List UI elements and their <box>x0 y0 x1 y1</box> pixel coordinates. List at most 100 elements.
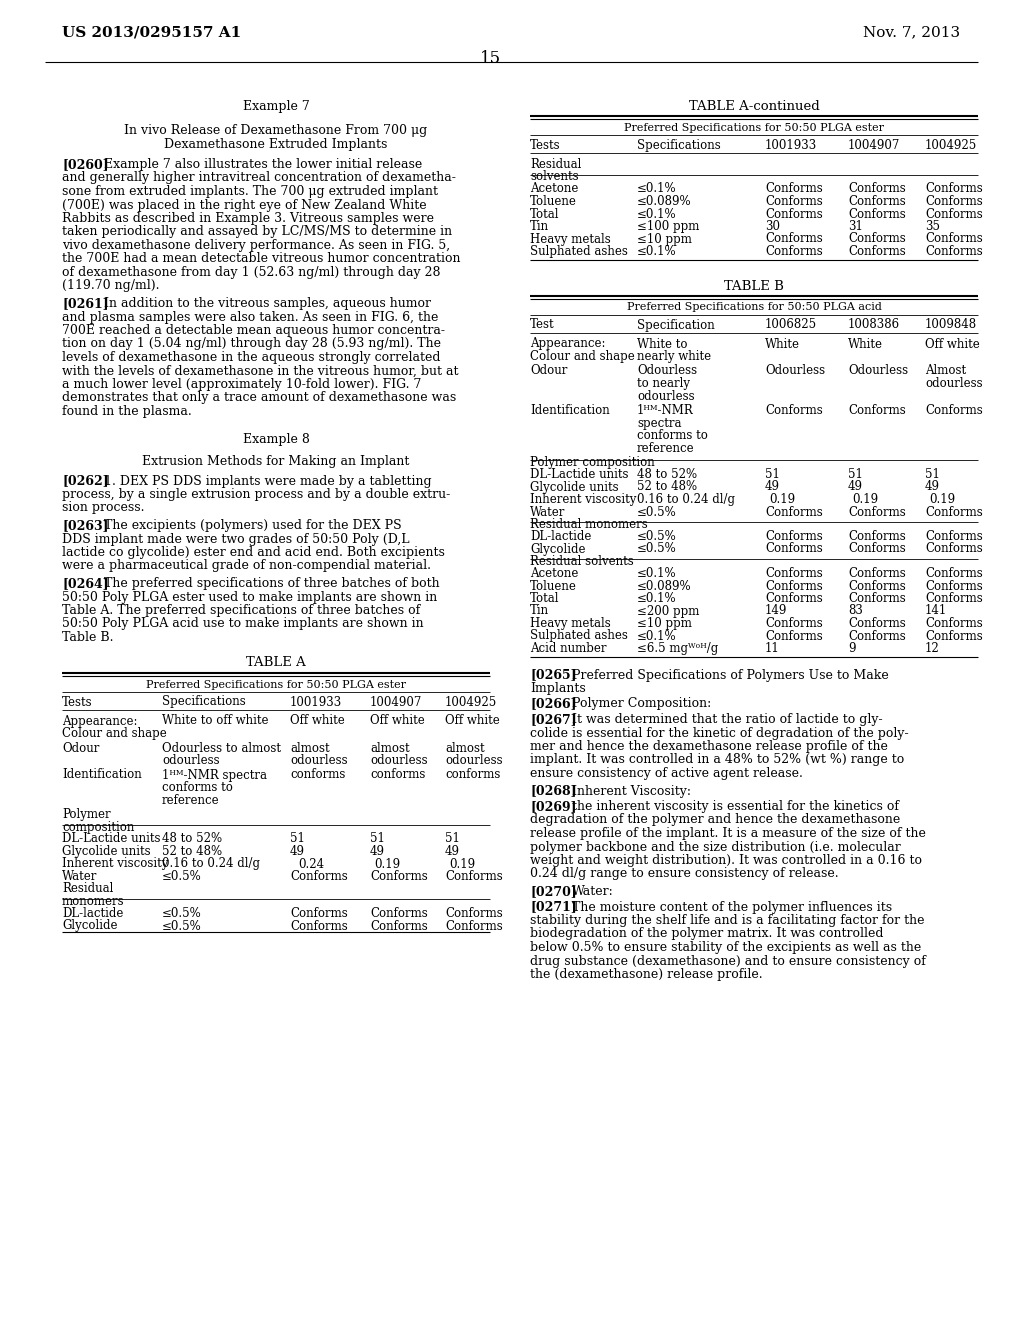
Text: Conforms: Conforms <box>848 630 906 643</box>
Text: Conforms: Conforms <box>370 920 428 932</box>
Text: Conforms: Conforms <box>925 579 983 593</box>
Text: and plasma samples were also taken. As seen in FIG. 6, the: and plasma samples were also taken. As s… <box>62 310 438 323</box>
Text: 1008386: 1008386 <box>848 318 900 331</box>
Text: Conforms: Conforms <box>765 182 822 195</box>
Text: Polymer composition: Polymer composition <box>530 455 654 469</box>
Text: Identification: Identification <box>62 768 141 781</box>
Text: Glycolide units: Glycolide units <box>530 480 618 494</box>
Text: vivo dexamethasone delivery performance. As seen in FIG. 5,: vivo dexamethasone delivery performance.… <box>62 239 451 252</box>
Text: biodegradation of the polymer matrix. It was controlled: biodegradation of the polymer matrix. It… <box>530 928 884 940</box>
Text: 51: 51 <box>765 469 780 480</box>
Text: Conforms: Conforms <box>765 616 822 630</box>
Text: Conforms: Conforms <box>925 195 983 209</box>
Text: The preferred specifications of three batches of both: The preferred specifications of three ba… <box>104 577 439 590</box>
Text: 83: 83 <box>848 605 863 618</box>
Text: odourless: odourless <box>925 378 983 389</box>
Text: tion on day 1 (5.04 ng/ml) through day 28 (5.93 ng/ml). The: tion on day 1 (5.04 ng/ml) through day 2… <box>62 338 441 351</box>
Text: [0263]: [0263] <box>62 519 109 532</box>
Text: Colour and shape: Colour and shape <box>62 727 167 741</box>
Text: Table B.: Table B. <box>62 631 114 644</box>
Text: Inherent Viscosity:: Inherent Viscosity: <box>572 784 691 797</box>
Text: Odourless to almost: Odourless to almost <box>162 742 281 755</box>
Text: ≤0.1%: ≤0.1% <box>637 630 677 643</box>
Text: Conforms: Conforms <box>925 531 983 543</box>
Text: ≤0.1%: ≤0.1% <box>637 568 677 579</box>
Text: taken periodically and assayed by LC/MS/MS to determine in: taken periodically and assayed by LC/MS/… <box>62 226 453 239</box>
Text: DL-lactide: DL-lactide <box>62 907 123 920</box>
Text: 51: 51 <box>370 833 385 846</box>
Text: Conforms: Conforms <box>765 579 822 593</box>
Text: Conforms: Conforms <box>925 232 983 246</box>
Text: 48 to 52%: 48 to 52% <box>637 469 697 480</box>
Text: Off white: Off white <box>370 714 425 727</box>
Text: Conforms: Conforms <box>848 506 906 519</box>
Text: almost: almost <box>370 742 410 755</box>
Text: Conforms: Conforms <box>848 246 906 257</box>
Text: Conforms: Conforms <box>925 207 983 220</box>
Text: ≤0.1%: ≤0.1% <box>637 207 677 220</box>
Text: Odour: Odour <box>530 364 567 378</box>
Text: and generally higher intravitreal concentration of dexametha-: and generally higher intravitreal concen… <box>62 172 456 185</box>
Text: 1ᴴᴹ-NMR spectra: 1ᴴᴹ-NMR spectra <box>162 768 267 781</box>
Text: ≤0.5%: ≤0.5% <box>162 907 202 920</box>
Text: 49: 49 <box>765 480 780 494</box>
Text: Glycolide units: Glycolide units <box>62 845 151 858</box>
Text: White: White <box>765 338 800 351</box>
Text: spectra: spectra <box>637 417 682 429</box>
Text: 49: 49 <box>848 480 863 494</box>
Text: Conforms: Conforms <box>370 870 428 883</box>
Text: Conforms: Conforms <box>848 579 906 593</box>
Text: Inherent viscosity: Inherent viscosity <box>530 492 636 506</box>
Text: Glycolide: Glycolide <box>530 543 586 556</box>
Text: Identification: Identification <box>530 404 609 417</box>
Text: Example 7 also illustrates the lower initial release: Example 7 also illustrates the lower ini… <box>104 158 422 172</box>
Text: Conforms: Conforms <box>848 531 906 543</box>
Text: Conforms: Conforms <box>765 630 822 643</box>
Text: 31: 31 <box>848 220 863 234</box>
Text: 9: 9 <box>848 642 855 655</box>
Text: ≤0.089%: ≤0.089% <box>637 195 691 209</box>
Text: Conforms: Conforms <box>925 591 983 605</box>
Text: 50:50 Poly PLGA ester used to make implants are shown in: 50:50 Poly PLGA ester used to make impla… <box>62 590 437 603</box>
Text: 49: 49 <box>290 845 305 858</box>
Text: almost: almost <box>445 742 484 755</box>
Text: 0.24 dl/g range to ensure consistency of release.: 0.24 dl/g range to ensure consistency of… <box>530 867 839 880</box>
Text: Inherent viscosity: Inherent viscosity <box>62 858 168 870</box>
Text: Conforms: Conforms <box>925 616 983 630</box>
Text: Example 8: Example 8 <box>243 433 309 446</box>
Text: Polymer Composition:: Polymer Composition: <box>572 697 712 710</box>
Text: 1001933: 1001933 <box>765 139 817 152</box>
Text: Conforms: Conforms <box>445 870 503 883</box>
Text: Conforms: Conforms <box>765 543 822 556</box>
Text: drug substance (dexamethasone) and to ensure consistency of: drug substance (dexamethasone) and to en… <box>530 954 926 968</box>
Text: the 700E had a mean detectable vitreous humor concentration: the 700E had a mean detectable vitreous … <box>62 252 461 265</box>
Text: Preferred Specifications for 50:50 PLGA ester: Preferred Specifications for 50:50 PLGA … <box>146 680 406 689</box>
Text: 51: 51 <box>925 469 940 480</box>
Text: 1009848: 1009848 <box>925 318 977 331</box>
Text: Conforms: Conforms <box>765 506 822 519</box>
Text: (700E) was placed in the right eye of New Zealand White: (700E) was placed in the right eye of Ne… <box>62 198 427 211</box>
Text: Conforms: Conforms <box>290 920 348 932</box>
Text: ≤100 ppm: ≤100 ppm <box>637 220 699 234</box>
Text: 49: 49 <box>445 845 460 858</box>
Text: 1001933: 1001933 <box>290 696 342 709</box>
Text: 49: 49 <box>925 480 940 494</box>
Text: Conforms: Conforms <box>765 404 822 417</box>
Text: [0260]: [0260] <box>62 158 109 172</box>
Text: almost: almost <box>290 742 330 755</box>
Text: were a pharmaceutical grade of non-compendial material.: were a pharmaceutical grade of non-compe… <box>62 560 431 573</box>
Text: ≤6.5 mgᵂᵒᴴ/g: ≤6.5 mgᵂᵒᴴ/g <box>637 642 718 655</box>
Text: Total: Total <box>530 207 559 220</box>
Text: 0.19: 0.19 <box>374 858 400 870</box>
Text: 0.24: 0.24 <box>298 858 325 870</box>
Text: Conforms: Conforms <box>445 907 503 920</box>
Text: Glycolide: Glycolide <box>62 920 118 932</box>
Text: Toluene: Toluene <box>530 195 577 209</box>
Text: Odourless: Odourless <box>848 364 908 378</box>
Text: 12: 12 <box>925 642 940 655</box>
Text: ensure consistency of active agent release.: ensure consistency of active agent relea… <box>530 767 803 780</box>
Text: Preferred Specifications of Polymers Use to Make: Preferred Specifications of Polymers Use… <box>572 668 889 681</box>
Text: [0262]: [0262] <box>62 474 109 487</box>
Text: It was determined that the ratio of lactide to gly-: It was determined that the ratio of lact… <box>572 713 883 726</box>
Text: 700E reached a detectable mean aqueous humor concentra-: 700E reached a detectable mean aqueous h… <box>62 323 445 337</box>
